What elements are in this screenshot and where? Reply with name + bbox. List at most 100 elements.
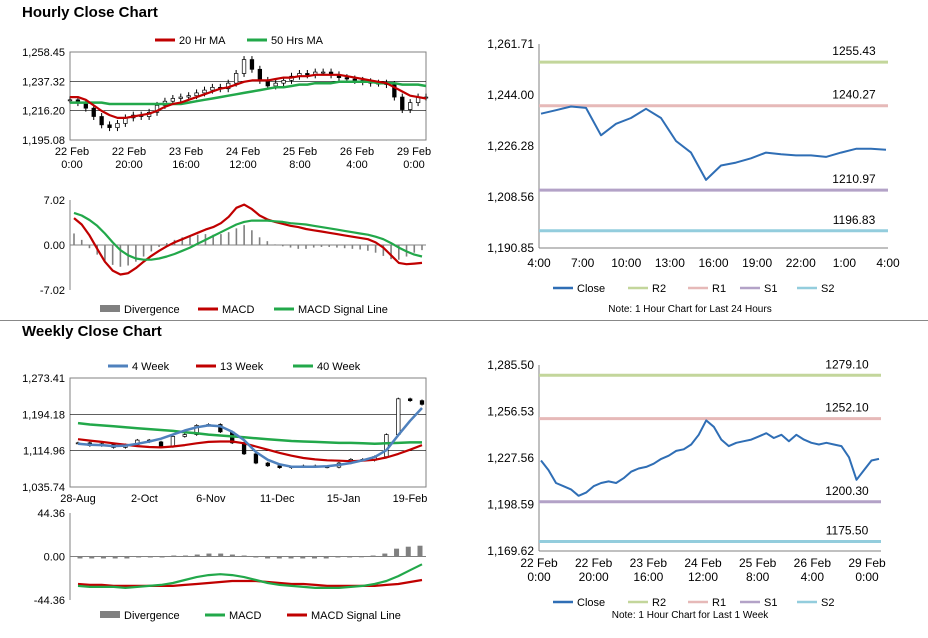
hourly-price-y-tick: 1,258.45 (22, 47, 65, 59)
hourly-macd-divergence-bar (135, 245, 137, 262)
hourly-price-candle-body (305, 73, 310, 76)
weekly-macd-divergence-bar (89, 556, 95, 559)
hourly-price-candle-body (210, 86, 215, 91)
weekly-macd-series-macd (77, 563, 423, 590)
weekly-close-y-tick: 1,256.53 (487, 405, 534, 419)
hourly-macd-divergence-bar (413, 245, 416, 253)
hourly-close-level-label-r1: 1240.27 (832, 88, 876, 102)
hourly-macd-divergence-bar (343, 245, 346, 249)
hourly-macd-divergence-bar (374, 245, 377, 253)
hourly-price-candle-body (91, 107, 96, 117)
hourly-price-candle-body (281, 80, 286, 84)
hourly-macd-divergence-bar (73, 233, 75, 245)
weekly-close-s2-legend-label: S2 (821, 597, 834, 609)
hourly-macd-divergence-bar (119, 245, 122, 267)
hourly-macd-divergence-bar (104, 245, 106, 261)
hourly-price-candle-body (352, 78, 357, 81)
hourly-price-candle-body (408, 102, 413, 110)
weekly-macd-divergence-bar (335, 556, 341, 558)
hourly-price-y-tick: 1,195.08 (22, 135, 65, 147)
weekly-price-y-tick: 1,194.18 (22, 409, 65, 421)
hourly-macd-divergence-bar (398, 245, 400, 260)
hourly-price-candle-body (170, 98, 175, 102)
hourly-price-x-tick: 0:00 (403, 159, 424, 171)
hourly-close-y-tick: 1,244.00 (487, 88, 534, 102)
hourly-macd-divergence-bar (189, 235, 191, 245)
weekly-price-candle-body (396, 398, 401, 435)
weekly-macd-divergence-bar (194, 554, 200, 557)
weekly-macd-divergence-bar (276, 556, 282, 559)
hourly-price-y-tick: 1,216.20 (22, 106, 65, 118)
hourly-price-x-tick: 26 Feb (340, 146, 374, 158)
weekly-close-x-tick: 0:00 (855, 570, 879, 584)
hourly-price-series-50hr-ma (70, 80, 427, 106)
hourly-macd-divergence-bar (297, 245, 300, 249)
weekly-price-40wk-legend-label: 40 Week (317, 361, 361, 373)
hourly-price-candle-body (186, 95, 191, 98)
hourly-close-level-label-s2: 1196.83 (833, 213, 876, 227)
weekly-price-candle-body (407, 398, 413, 402)
weekly-macd-divergence-bar (100, 556, 106, 559)
weekly-macd-macd-legend-label: MACD (229, 610, 261, 622)
weekly-close-level-label-r1: 1252.10 (825, 401, 869, 415)
weekly-macd-divergence-legend-swatch (100, 611, 120, 618)
weekly-macd-y-tick: 0.00 (44, 552, 65, 564)
weekly-macd-divergence-bar (147, 556, 153, 558)
hourly-price-candle-body (67, 99, 73, 102)
weekly-macd-y-tick: 44.36 (37, 508, 65, 520)
hourly-close-y-tick: 1,261.71 (487, 37, 534, 51)
hourly-price-candle-body (233, 73, 239, 84)
weekly-macd-divergence-bar (183, 555, 189, 557)
weekly-price-y-tick: 1,035.74 (22, 482, 65, 494)
hourly-close-y-tick: 1,208.56 (487, 190, 534, 204)
hourly-price-x-tick: 4:00 (346, 159, 367, 171)
hourly-macd-divergence-bar (235, 228, 238, 245)
hourly-close-series-close (540, 105, 887, 181)
weekly-price-x-tick: 11-Dec (260, 493, 295, 505)
weekly-price-candle-body (182, 434, 187, 437)
weekly-price-y-tick: 1,114.96 (23, 446, 65, 458)
hourly-close-y-tick: 1,226.28 (487, 139, 534, 153)
hourly-macd-divergence-bar (359, 245, 361, 250)
hourly-close-x-tick: 4:00 (527, 256, 551, 270)
weekly-close-close-legend-label: Close (577, 597, 605, 609)
hourly-price-frame (69, 51, 427, 141)
hourly-macd-divergence-bar (220, 234, 222, 245)
hourly-price-x-tick: 12:00 (229, 159, 257, 171)
weekly-macd-divergence-bar (370, 555, 376, 557)
weekly-price-candle-body (194, 425, 199, 435)
hourly-close-x-tick: 19:00 (742, 256, 772, 270)
weekly-price-x-tick: 15-Jan (327, 493, 361, 505)
hourly-price-candle-body (202, 89, 207, 94)
hourly-macd-divergence-bar (251, 230, 253, 245)
weekly-price-candle-body (419, 400, 425, 405)
hourly-price-candle-body (115, 123, 120, 128)
weekly-close-x-tick: 8:00 (746, 570, 770, 584)
weekly-close-x-tick: 22 Feb (575, 556, 613, 570)
hourly-close-s2-legend-label: S2 (821, 283, 834, 295)
hourly-close-x-tick: 1:00 (833, 256, 857, 270)
weekly-macd-divergence-bar (394, 548, 400, 557)
weekly-macd-divergence-bar (300, 556, 306, 559)
hourly-macd-series-macd (73, 203, 423, 276)
weekly-close-s1-legend-label: S1 (764, 597, 777, 609)
hourly-price-candle-body (392, 84, 397, 98)
weekly-macd-divergence-bar (358, 556, 364, 558)
weekly-macd-divergence-bar (218, 553, 224, 557)
weekly-close-x-tick: 0:00 (527, 570, 551, 584)
weekly-macd-divergence-bar (417, 545, 423, 557)
hourly-price-x-tick: 22 Feb (55, 146, 89, 158)
hourly-section-title: Hourly Close Chart (22, 4, 158, 21)
weekly-price-candle-body (253, 453, 259, 464)
hourly-macd-divergence-bar (142, 245, 145, 257)
hourly-macd-divergence-bar (150, 245, 153, 252)
hourly-price-y-tick: 1,237.32 (22, 76, 65, 88)
weekly-price-series-40wk (77, 421, 422, 446)
hourly-macd-divergence-bar (382, 245, 385, 256)
hourly-close-s1-legend-label: S1 (764, 283, 777, 295)
hourly-price-candle-body (178, 96, 183, 99)
weekly-macd-divergence-bar (311, 556, 317, 559)
hourly-macd-divergence-bar (328, 245, 330, 247)
weekly-close-note: Note: 1 Hour Chart for Last 1 Week (612, 610, 770, 621)
weekly-close-level-label-r2: 1279.10 (825, 357, 869, 371)
